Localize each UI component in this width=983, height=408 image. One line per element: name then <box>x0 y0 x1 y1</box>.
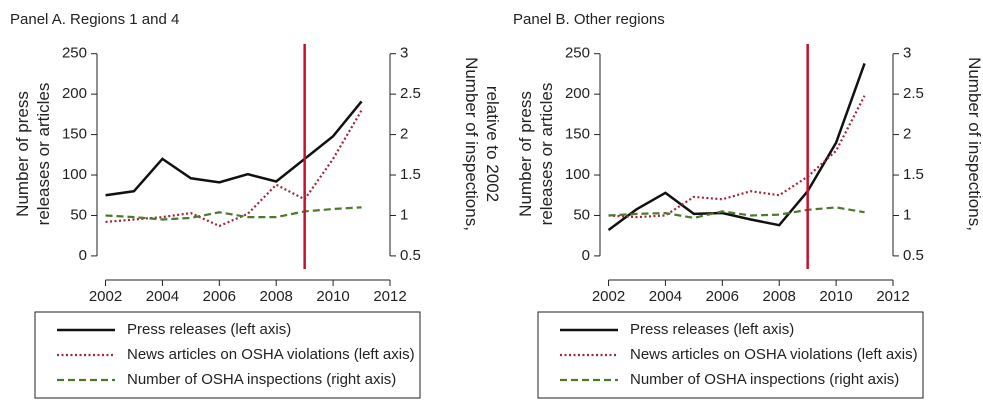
line-series <box>105 100 363 197</box>
y2-axis-title-line: Number of inspections, <box>965 57 983 231</box>
y-tick-label: 250 <box>565 45 590 62</box>
y-tick-label: 0 <box>79 247 87 264</box>
y2-tick-label: 3 <box>400 45 408 62</box>
y2-tick-label: 0.5 <box>400 247 421 264</box>
y-tick-label: 50 <box>70 206 87 223</box>
line-series <box>105 206 362 221</box>
y2-axis-title-line: Number of inspections, <box>462 57 481 231</box>
legend-label: News articles on OSHA violations (left a… <box>127 346 415 363</box>
y-tick-label: 0 <box>582 247 590 264</box>
y2-tick-label: 0.5 <box>903 247 924 264</box>
legend-label: Number of OSHA inspections (right axis) <box>630 371 899 388</box>
y2-axis-title: Number of inspections,relative to 2002 <box>965 57 983 231</box>
line-series <box>105 109 363 228</box>
y-tick-label: 50 <box>573 206 590 223</box>
chart-title: Panel A. Regions 1 and 4 <box>10 11 179 28</box>
x-tick-label: 2006 <box>203 288 236 305</box>
y-axis-title-line: Number of press <box>516 91 535 217</box>
y-tick-label: 200 <box>565 85 590 102</box>
y2-tick-label: 2 <box>400 126 408 143</box>
x-tick-label: 2004 <box>146 288 179 305</box>
y2-tick-label: 3 <box>903 45 911 62</box>
x-tick-label: 2004 <box>649 288 682 305</box>
legend-label: Press releases (left axis) <box>630 321 794 338</box>
x-tick-label: 2006 <box>706 288 739 305</box>
y-axis-title-line: releases or articles <box>537 83 556 226</box>
line-series <box>608 206 865 220</box>
x-tick-label: 2010 <box>316 288 349 305</box>
y-tick-label: 150 <box>565 126 590 143</box>
y2-tick-label: 1.5 <box>400 166 421 183</box>
x-tick-label: 2008 <box>763 288 796 305</box>
line-series <box>607 62 866 232</box>
legend-label: Press releases (left axis) <box>127 321 291 338</box>
x-tick-label: 2012 <box>373 288 406 305</box>
y2-tick-label: 1.5 <box>903 166 924 183</box>
y-axis-title-line: releases or articles <box>34 83 53 226</box>
y-axis-title: Number of press releases or articles <box>13 83 53 226</box>
y-tick-label: 250 <box>62 45 87 62</box>
x-tick-label: 2002 <box>592 288 625 305</box>
chart-title: Panel B. Other regions <box>513 11 665 28</box>
y-tick-label: 200 <box>62 85 87 102</box>
x-tick-label: 2002 <box>89 288 122 305</box>
x-tick-label: 2012 <box>876 288 909 305</box>
y2-axis-title-line: relative to 2002 <box>483 86 502 202</box>
y2-axis-title: Number of inspections,relative to 2002 <box>462 57 502 231</box>
y2-tick-label: 1 <box>400 206 408 223</box>
y-axis-title: Number of press releases or articles <box>516 83 556 226</box>
y2-tick-label: 2 <box>903 126 911 143</box>
legend-label: News articles on OSHA violations (left a… <box>630 346 918 363</box>
x-tick-label: 2008 <box>260 288 293 305</box>
y-tick-label: 100 <box>62 166 87 183</box>
legend-label: Number of OSHA inspections (right axis) <box>127 371 396 388</box>
y2-tick-label: 1 <box>903 206 911 223</box>
y-tick-label: 150 <box>62 126 87 143</box>
y-axis-title-line: Number of press <box>13 91 32 217</box>
y2-tick-label: 2.5 <box>400 85 421 102</box>
x-tick-label: 2010 <box>819 288 852 305</box>
y-tick-label: 100 <box>565 166 590 183</box>
line-series <box>608 95 866 219</box>
y2-tick-label: 2.5 <box>903 85 924 102</box>
